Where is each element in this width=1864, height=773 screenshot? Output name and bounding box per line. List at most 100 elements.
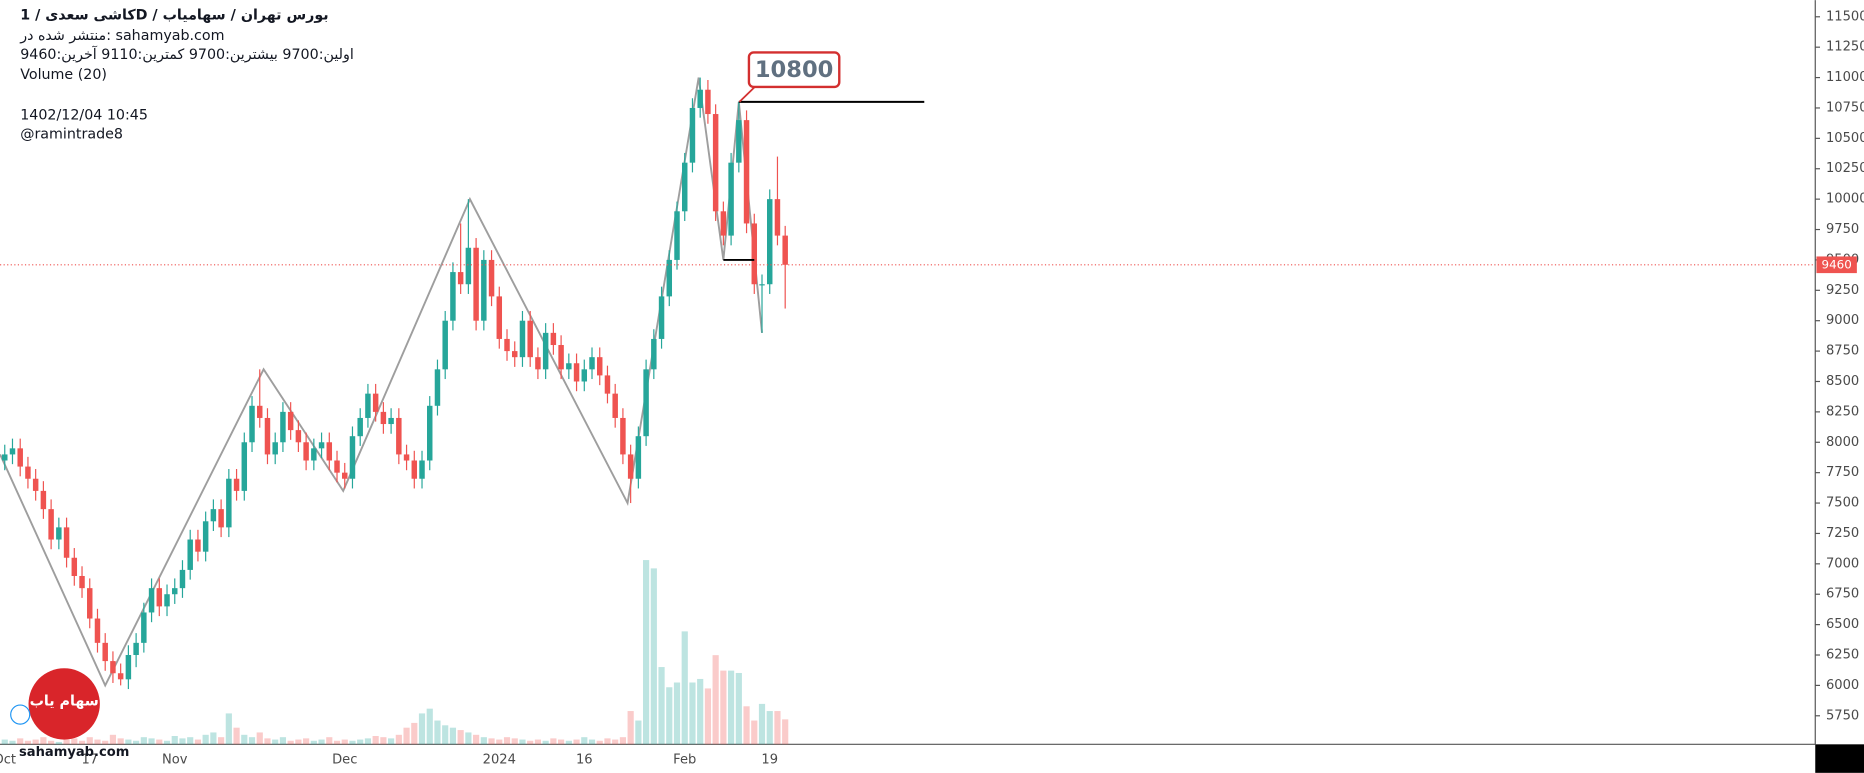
candle-body [774, 199, 781, 236]
candle-body [349, 436, 356, 479]
volume-bar [63, 739, 70, 745]
volume-bar [411, 722, 418, 745]
header-published: منتشر شده در: sahamyab.com [19, 28, 224, 44]
candle-body [558, 345, 564, 370]
volume-bar [581, 737, 588, 745]
y-tick-label: 10250 [1826, 161, 1864, 176]
volume-bar [256, 732, 263, 745]
candle-body [566, 363, 572, 370]
candle-body [651, 338, 657, 370]
candle-body [674, 211, 680, 260]
volume-bar [604, 738, 611, 745]
volume-bar [78, 740, 86, 745]
y-tick-label: 8500 [1826, 374, 1859, 389]
volume-bar [233, 727, 240, 745]
candle-body [396, 417, 402, 455]
volume-bar [341, 739, 348, 745]
volume-bar [434, 720, 441, 745]
candle-body [720, 211, 727, 236]
volume-bar [125, 739, 132, 745]
candle-body [2, 454, 8, 461]
volume-bar [333, 740, 341, 745]
candle-body [419, 460, 425, 479]
candle-body [643, 369, 649, 437]
volume-bar [565, 740, 572, 745]
candle-body [496, 296, 503, 339]
volume-bar [357, 739, 364, 745]
volume-bar [704, 688, 712, 745]
candle-body [782, 235, 788, 265]
volume-bar [534, 739, 542, 745]
candle-body [743, 120, 750, 224]
candle-body [527, 320, 533, 358]
candle-body [620, 417, 626, 455]
volume-bar [109, 734, 117, 745]
candle-body [581, 369, 588, 382]
candle-body [550, 332, 557, 346]
candle-body [612, 393, 618, 418]
x-tick-label: Nov [162, 752, 188, 767]
volume-bar [697, 678, 704, 745]
y-tick-label: 8750 [1826, 344, 1859, 359]
volume-bar [666, 687, 673, 745]
volume-bar [171, 736, 178, 745]
volume-bar [751, 720, 758, 745]
candle-body [9, 448, 16, 455]
volume-bar [225, 713, 232, 745]
volume-bar [388, 738, 395, 745]
volume-bar [318, 739, 325, 745]
volume-bar [40, 737, 47, 745]
volume-bar [558, 739, 565, 745]
volume-bar [241, 734, 248, 745]
candle-body [241, 442, 248, 491]
candle-body [311, 448, 317, 461]
candle-body [380, 411, 387, 425]
candle-body [705, 89, 711, 115]
y-tick-label: 11500 [1826, 9, 1864, 24]
volume-bar [248, 737, 256, 745]
volume-bar [148, 738, 155, 745]
candle-body [658, 296, 665, 339]
candle-body [280, 411, 286, 443]
volume-bar [163, 740, 171, 745]
candle-body [589, 357, 595, 370]
candle-body [512, 351, 518, 358]
candle-body [202, 521, 209, 552]
candle-body [689, 107, 696, 163]
candle-body [226, 478, 232, 528]
candle-body [110, 661, 116, 674]
y-tick-label: 7000 [1826, 556, 1859, 571]
candle-body [728, 162, 734, 236]
candle-body [635, 436, 642, 479]
candle-body [156, 588, 163, 607]
volume-bar [588, 739, 596, 745]
volume-bar [86, 737, 93, 745]
candle-body [604, 375, 611, 394]
volume-bar [187, 737, 194, 745]
volume-bar [457, 730, 464, 745]
candle-body [597, 357, 603, 376]
volume-bar [635, 720, 642, 745]
volume-bar [766, 711, 773, 745]
y-tick-label: 6500 [1826, 617, 1859, 632]
callout-box [747, 51, 841, 89]
volume-bar [310, 740, 317, 745]
volume-bar [179, 738, 186, 745]
volume-bar [9, 740, 16, 745]
candle-body [326, 442, 333, 461]
volume-bar [194, 739, 202, 745]
volume-bar [496, 739, 503, 745]
y-tick-label: 9000 [1826, 313, 1859, 328]
volume-bar [287, 740, 294, 745]
y-tick-label: 6250 [1826, 648, 1859, 663]
volume-bar [758, 703, 766, 745]
volume-bar [395, 734, 402, 745]
candle-body [25, 466, 31, 479]
candle-body [233, 478, 240, 491]
candle-body [210, 509, 217, 522]
volume-bar [55, 741, 62, 745]
candle-body [766, 199, 773, 285]
y-tick-label: 7250 [1826, 526, 1859, 541]
volume-bar [303, 738, 310, 745]
